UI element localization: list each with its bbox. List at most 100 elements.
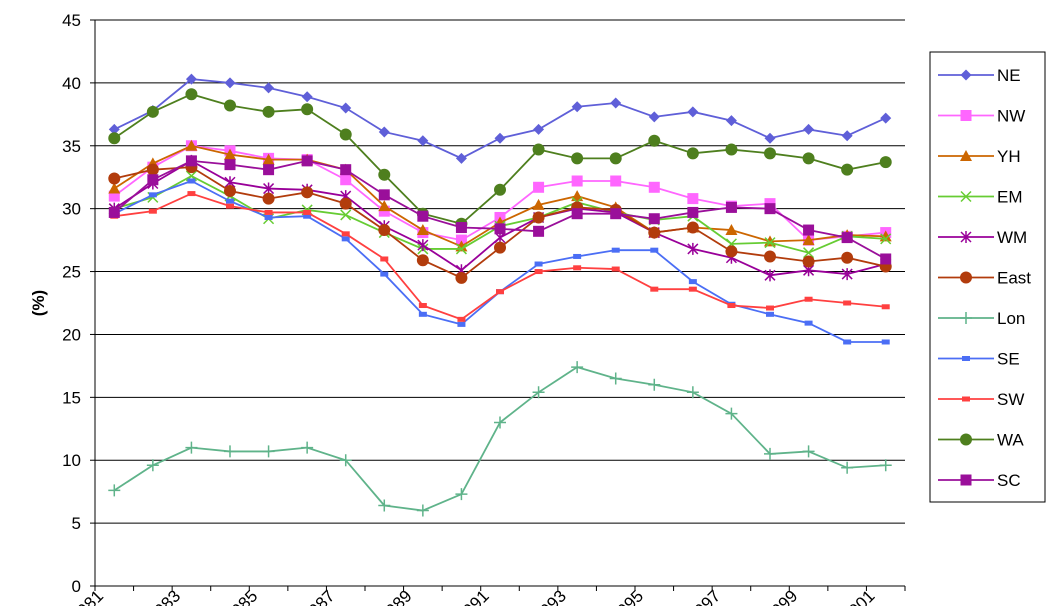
marker: [416, 504, 429, 517]
marker: [455, 271, 468, 284]
marker: [764, 203, 776, 215]
marker: [146, 163, 159, 176]
marker: [687, 193, 699, 205]
marker: [146, 459, 159, 472]
marker: [648, 226, 661, 239]
marker: [532, 386, 545, 399]
x-tick-label: 1983: [144, 586, 184, 606]
marker: [764, 250, 776, 263]
marker: [533, 181, 545, 193]
marker: [262, 445, 275, 458]
y-tick-label: 45: [62, 11, 81, 30]
marker: [725, 224, 738, 236]
marker: [417, 239, 429, 252]
marker: [455, 152, 467, 164]
marker: [108, 190, 120, 202]
marker: [380, 271, 389, 277]
marker: [764, 269, 776, 282]
x-tick-label: 2001: [838, 586, 878, 606]
marker: [534, 261, 543, 267]
marker: [686, 147, 699, 160]
marker: [108, 182, 121, 194]
marker: [378, 126, 390, 138]
marker: [455, 234, 467, 246]
marker: [802, 234, 815, 246]
marker: [417, 135, 429, 147]
marker: [303, 213, 312, 219]
marker: [226, 203, 234, 209]
marker: [650, 286, 659, 292]
y-tick-label: 5: [72, 514, 81, 533]
y-tick-label: 10: [62, 451, 81, 470]
marker: [573, 265, 582, 271]
marker: [262, 192, 275, 205]
marker: [380, 256, 389, 262]
marker: [263, 164, 275, 176]
marker: [187, 178, 196, 184]
marker: [185, 88, 198, 101]
marker: [611, 266, 620, 272]
legend-label: EM: [997, 188, 1023, 207]
marker: [687, 242, 699, 255]
marker: [804, 296, 813, 302]
marker: [418, 311, 427, 317]
marker: [648, 134, 661, 147]
marker: [648, 378, 661, 391]
marker: [185, 139, 198, 151]
legend-marker: [960, 150, 972, 161]
marker: [303, 209, 312, 215]
marker: [455, 243, 467, 255]
marker: [262, 153, 275, 165]
y-tick-label: 35: [62, 137, 81, 156]
marker: [609, 152, 622, 165]
legend-label: Lon: [997, 309, 1025, 328]
marker: [802, 255, 815, 268]
marker: [301, 186, 314, 199]
marker: [571, 190, 584, 202]
marker: [417, 210, 429, 222]
marker: [532, 143, 545, 156]
legend-label: YH: [997, 147, 1021, 166]
marker: [843, 339, 852, 345]
marker: [341, 231, 350, 237]
x-tick-label: 1999: [761, 586, 801, 606]
y-tick-label: 30: [62, 200, 81, 219]
marker: [687, 106, 699, 118]
marker: [224, 99, 236, 112]
marker: [378, 168, 391, 181]
marker: [648, 111, 660, 123]
x-tick-label: 1989: [376, 586, 416, 606]
marker: [650, 247, 659, 253]
marker: [803, 247, 815, 259]
marker: [879, 156, 892, 169]
series-line: [113, 366, 886, 512]
marker: [457, 316, 466, 322]
marker: [339, 128, 352, 141]
marker: [686, 221, 699, 234]
marker: [185, 73, 197, 85]
marker: [880, 233, 892, 245]
marker: [687, 206, 699, 218]
marker: [725, 407, 738, 420]
legend-marker: [960, 69, 972, 81]
legend-label: SW: [997, 390, 1024, 409]
marker: [263, 182, 275, 195]
legend-marker: [960, 271, 972, 284]
marker: [378, 200, 391, 212]
marker: [571, 361, 584, 374]
marker: [688, 286, 697, 292]
marker: [764, 237, 776, 249]
marker: [340, 164, 352, 176]
marker: [378, 189, 390, 201]
marker: [148, 192, 157, 198]
legend-label: East: [997, 269, 1031, 288]
marker: [803, 123, 815, 135]
marker: [147, 174, 159, 186]
y-tick-label: 25: [62, 263, 81, 282]
x-tick-label: 1993: [530, 586, 570, 606]
legend-label: NW: [997, 107, 1025, 126]
marker: [340, 102, 352, 114]
marker: [378, 205, 390, 217]
